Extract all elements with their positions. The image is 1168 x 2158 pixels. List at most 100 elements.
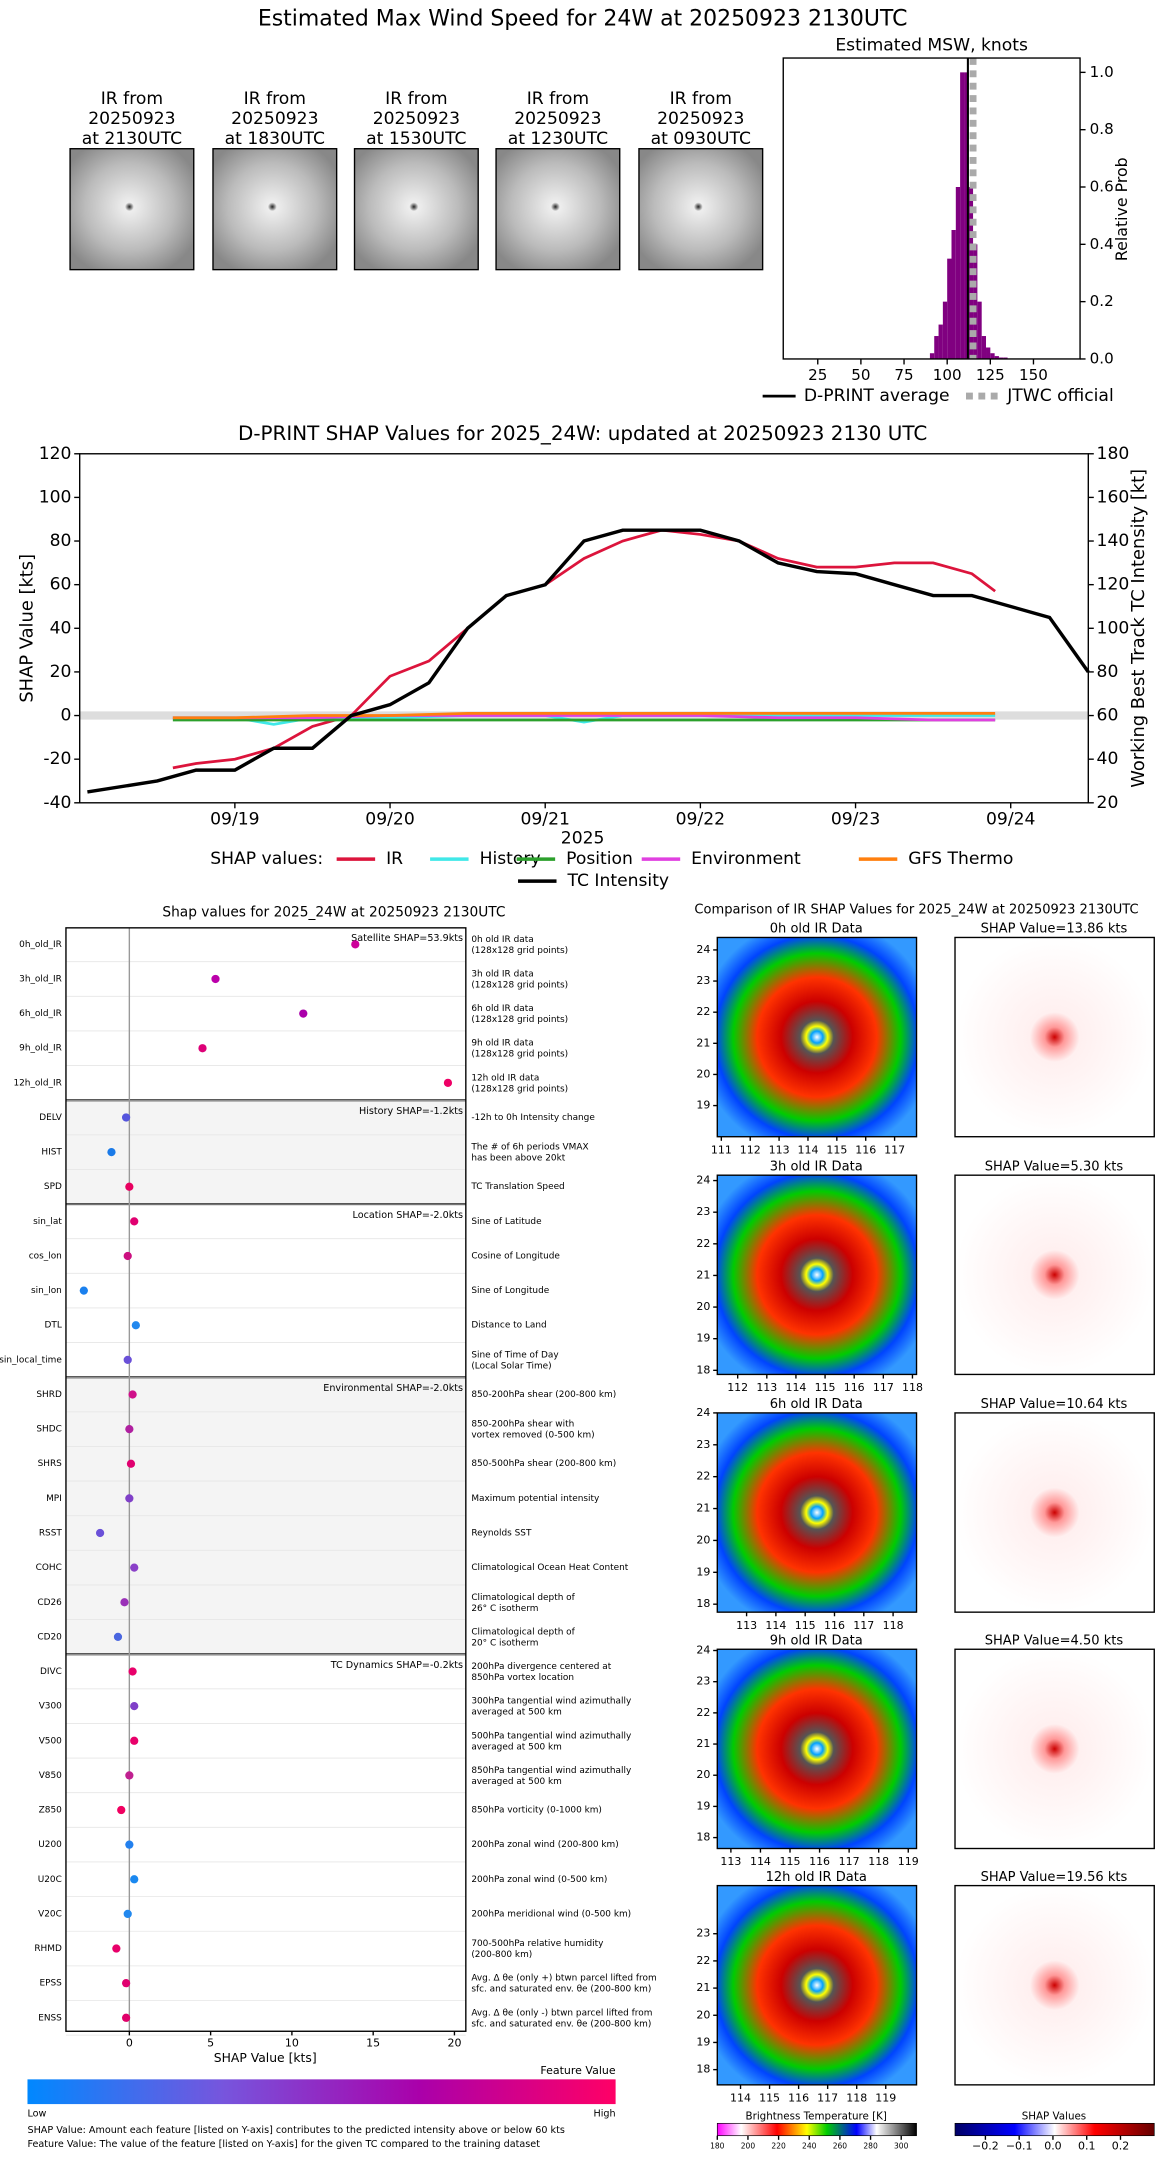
y-tick-label: 20 (696, 1067, 710, 1080)
thumbnail-label: IR from 20250923 at 1230UTC (508, 89, 608, 149)
dot (95, 1528, 105, 1538)
bar (934, 336, 939, 359)
y-tick-label: 120 (39, 444, 72, 464)
feature-label: V20C (38, 1909, 62, 1919)
x-tick-label: 09/24 (986, 809, 1035, 829)
feature-label: 9h_old_IR (19, 1044, 62, 1054)
y-tick-label: 100 (39, 487, 72, 507)
y-tick-label: -20 (43, 749, 71, 769)
y-tick-label: 21 (696, 1502, 710, 1515)
plot-frame (79, 453, 1089, 804)
dot (117, 1805, 126, 1815)
feature-label: V850 (39, 1771, 62, 1781)
x-tick-label: 25 (808, 366, 827, 384)
x-tick-label: 115 (795, 1619, 816, 1632)
series-line (87, 528, 1090, 794)
feature-label: EPSS (39, 1979, 62, 1989)
feature-description: 200hPa zonal wind (200-800 km) (471, 1840, 618, 1850)
ir-thumbnail (353, 148, 479, 271)
comparison-title: Comparison of IR SHAP Values for 2025_24… (694, 902, 1138, 917)
y-tick-label: 20 (696, 2008, 710, 2021)
dot (130, 1875, 139, 1884)
y-tick-label: 18 (696, 1831, 710, 1844)
colorbar-low: Low (27, 2109, 46, 2120)
bar (951, 229, 956, 359)
x-tick-label: 113 (720, 1855, 741, 1868)
bar (1003, 357, 1008, 359)
ir-thumbnail (638, 148, 764, 271)
feature-label: 0h_old_IR (19, 940, 62, 950)
x-tick-label: 115 (780, 1855, 801, 1868)
colorbar-tick-label: 260 (833, 2142, 848, 2151)
y-tick-label: 0.4 (1090, 235, 1114, 253)
dot (125, 1425, 134, 1434)
x-tick-label: 117 (839, 1855, 860, 1868)
feature-label: Z850 (39, 1806, 62, 1816)
colorbar-tick-label: 300 (894, 2142, 909, 2151)
chart-title: D-PRINT SHAP Values for 2025_24W: update… (238, 422, 927, 445)
feature-description: 850-200hPa shear with vortex removed (0-5… (471, 1419, 594, 1440)
y-tick-label: 18 (696, 1363, 710, 1376)
y-tick-label: 40 (50, 618, 72, 638)
y-tick-label: 24 (696, 1644, 710, 1657)
feature-description: 200hPa zonal wind (0-500 km) (471, 1875, 607, 1885)
x-tick-label: 09/21 (520, 809, 569, 829)
shap-panel-title: SHAP Value=10.64 kts (981, 1397, 1128, 1412)
dot (123, 1909, 132, 1919)
group-label: TC Dynamics SHAP=-0.2kts (330, 1660, 463, 1671)
group-label: Environmental SHAP=-2.0kts (323, 1383, 463, 1394)
colorbar-tick-label: 0.2 (1112, 2140, 1129, 2153)
feature-description: TC Translation Speed (470, 1182, 564, 1192)
feature-label: sin_local_time (0, 1355, 62, 1365)
legend-label: Environment (691, 849, 801, 869)
dot (198, 1044, 207, 1053)
y-tick-label: 23 (696, 1438, 710, 1451)
feature-label: HIST (41, 1148, 62, 1158)
y-tick-label: 22 (696, 1470, 710, 1483)
colorbar-tick-label: 280 (863, 2142, 878, 2151)
series-line (172, 714, 996, 722)
bar (986, 347, 991, 359)
bar (938, 324, 943, 359)
feature-label: SHDC (36, 1425, 61, 1435)
feature-label: DTL (45, 1321, 62, 1331)
bar (981, 336, 987, 359)
x-tick-label: 118 (902, 1381, 923, 1394)
colorbar-tick-label: −0.2 (972, 2140, 999, 2153)
feature-description: 200hPa meridional wind (0-500 km) (471, 1909, 631, 1919)
series-line (172, 528, 996, 770)
feature-description: 6h old IR data (128x128 grid points) (471, 1004, 568, 1025)
feature-label: RSST (39, 1529, 63, 1539)
y2-tick-label: 80 (1097, 662, 1119, 682)
dot (131, 1321, 140, 1330)
thumbnail-label: IR from 20250923 at 2130UTC (82, 89, 182, 149)
y-tick-label: 23 (696, 1927, 710, 1940)
y-tick-label: 1.0 (1090, 63, 1114, 81)
legend-label: D-PRINT average (804, 386, 950, 406)
ir-panel-title: 9h old IR Data (770, 1634, 863, 1649)
y-tick-label: 18 (696, 2063, 710, 2076)
dot (130, 1702, 139, 1711)
shap-image (954, 936, 1155, 1138)
dot (126, 1459, 136, 1468)
bar (973, 244, 978, 359)
feature-label: SHRD (36, 1390, 62, 1400)
colorbar (954, 2122, 1155, 2137)
feature-label: 3h_old_IR (19, 974, 62, 984)
x-tick-label: 125 (976, 366, 1005, 384)
feature-label: DIVC (40, 1667, 62, 1677)
y-axis-label: SHAP Value [kts] (16, 554, 37, 703)
colorbar-high: High (594, 2109, 616, 2120)
x-tick-label: 75 (894, 366, 913, 384)
ir-image (716, 1648, 918, 1850)
dot (123, 1251, 132, 1261)
feature-colorbar (27, 2079, 616, 2105)
footnote: SHAP Value: Amount each feature [listed … (27, 2125, 564, 2136)
feature-description: -12h to 0h Intensity change (471, 1113, 595, 1123)
thumbnail-label: IR from 20250923 at 0930UTC (651, 89, 751, 149)
y-tick-label: 23 (696, 1675, 710, 1688)
y-tick-label: 19 (696, 2035, 710, 2048)
y-tick-label: 20 (50, 662, 72, 682)
footnote: Feature Value: The value of the feature … (27, 2139, 540, 2150)
y2-axis-label: Working Best Track TC Intensity [kt] (1128, 469, 1149, 788)
